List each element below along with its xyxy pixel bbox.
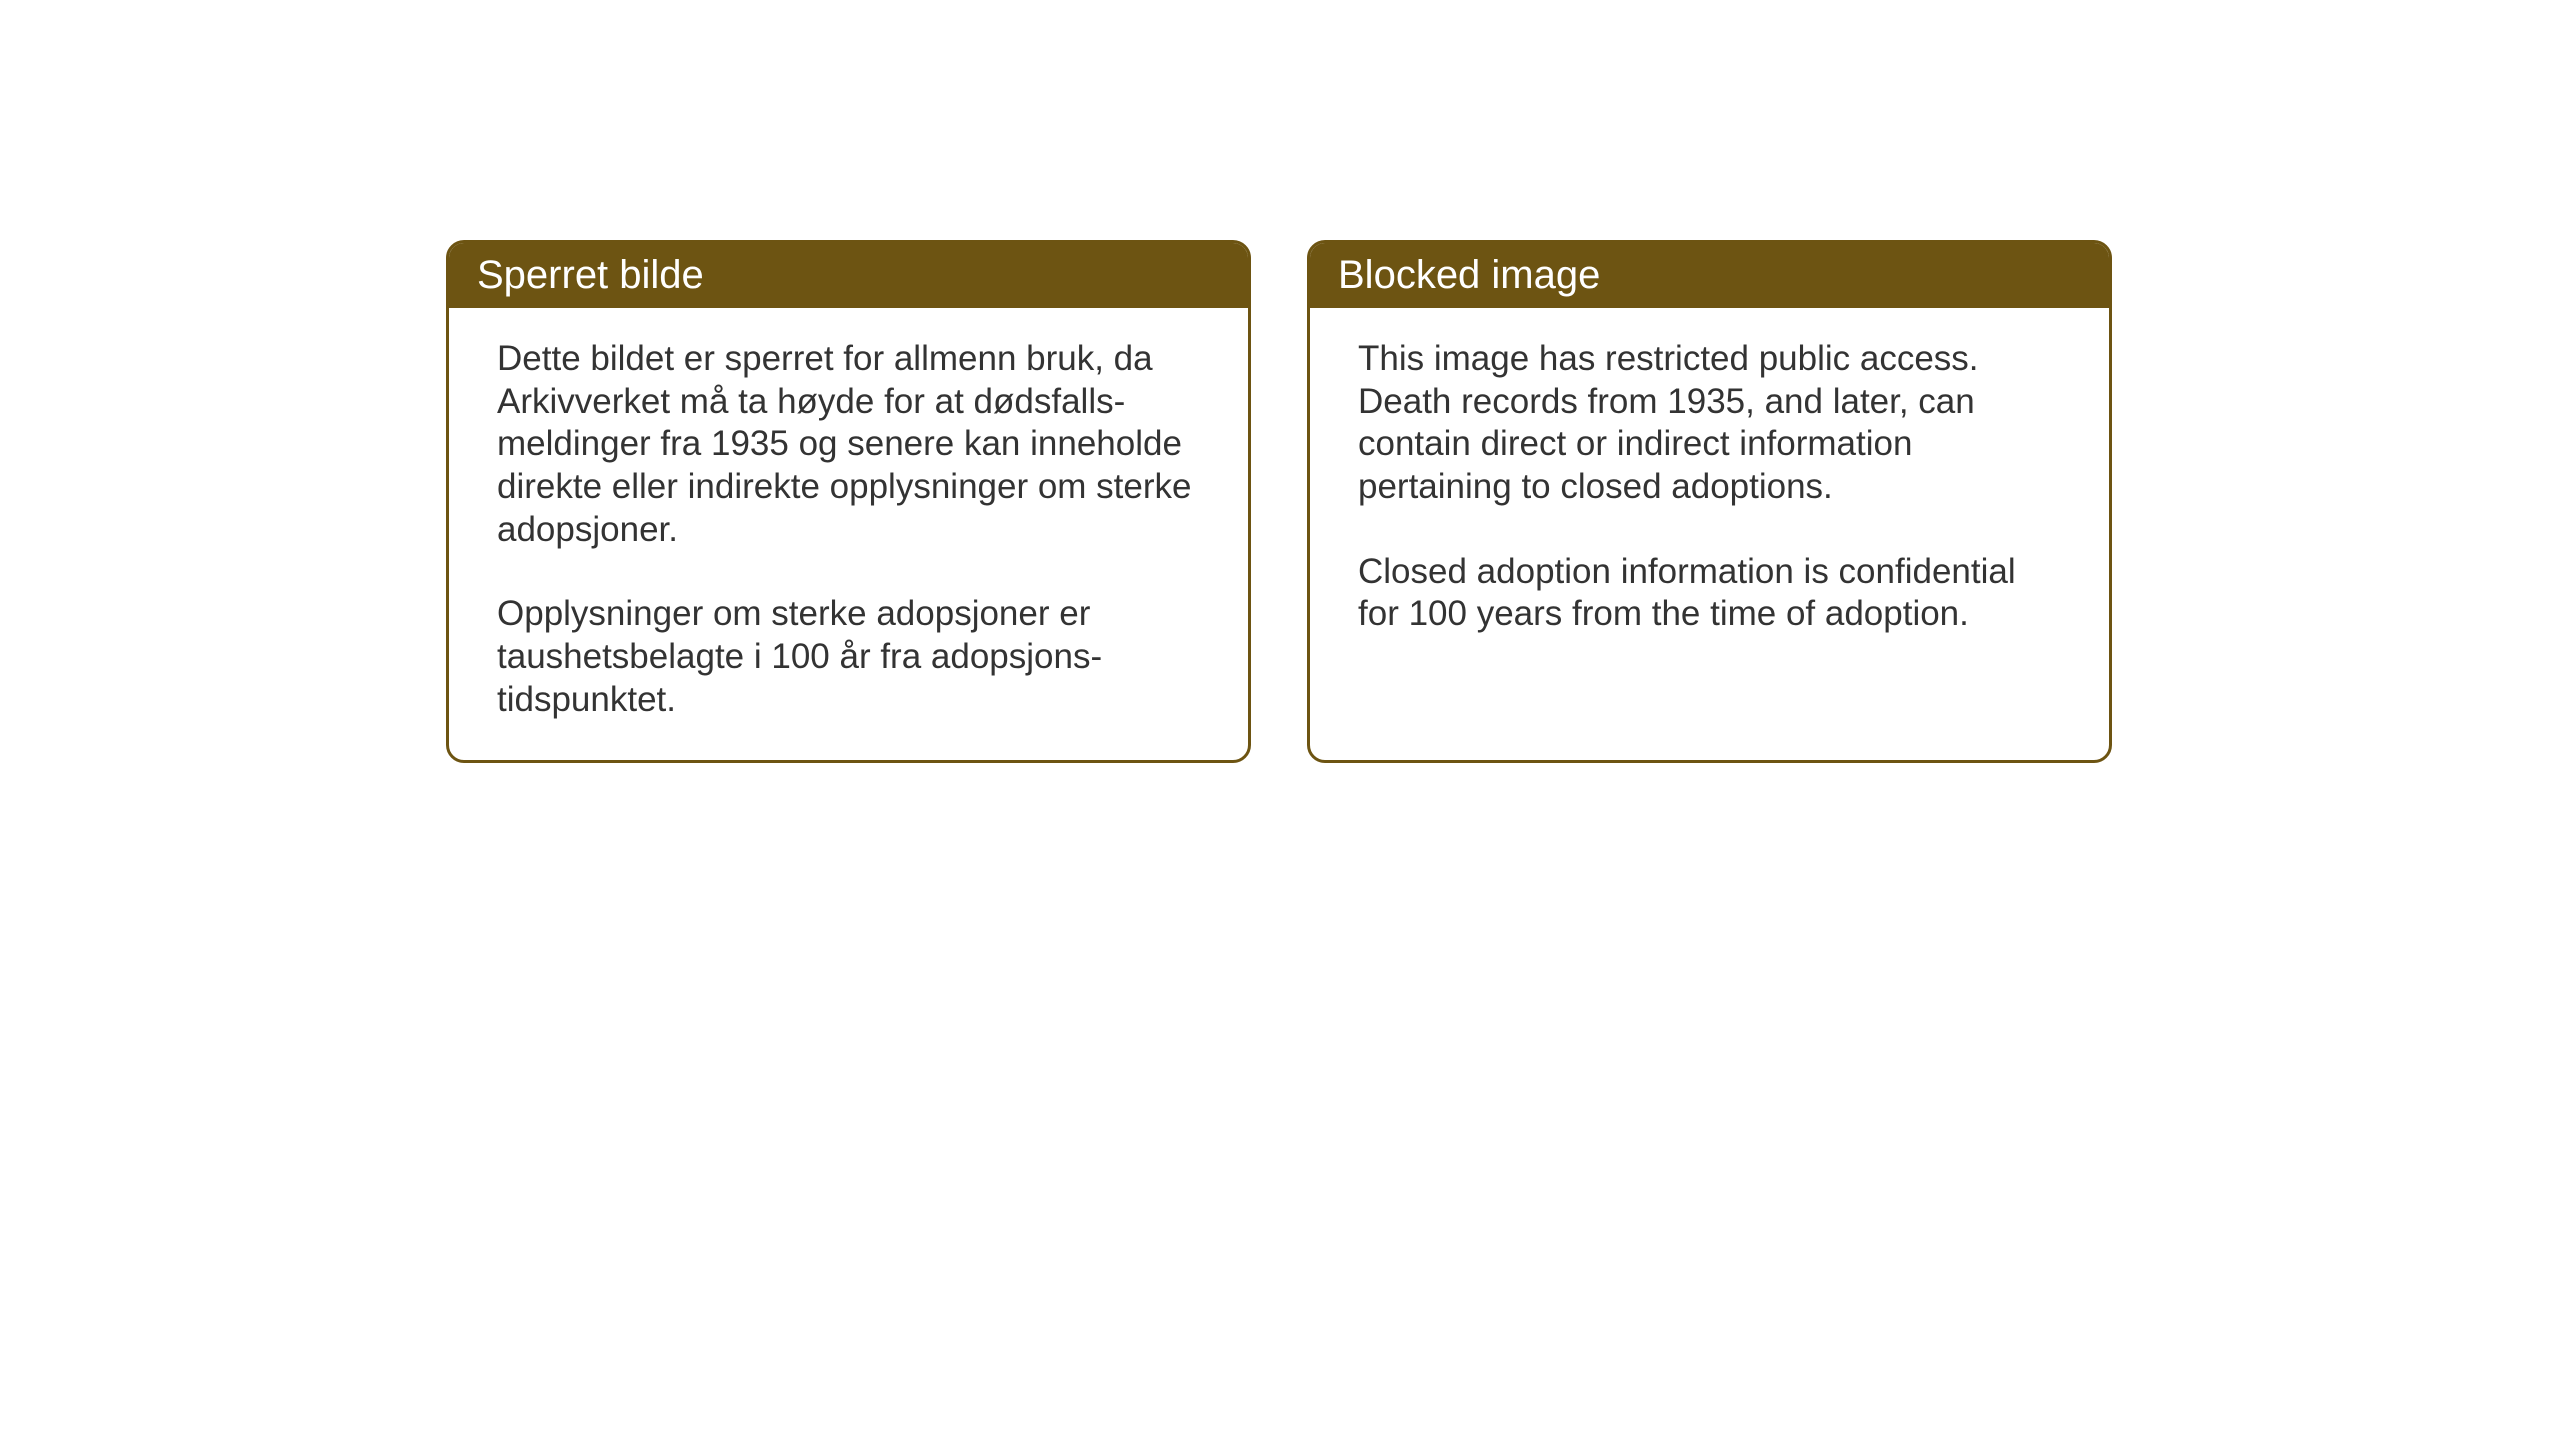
norwegian-card-title: Sperret bilde xyxy=(449,243,1248,308)
norwegian-card-body: Dette bildet er sperret for allmenn bruk… xyxy=(449,308,1248,760)
english-paragraph-1: This image has restricted public access.… xyxy=(1358,338,2061,509)
norwegian-paragraph-2: Opplysninger om sterke adopsjoner er tau… xyxy=(497,593,1200,721)
english-card-title: Blocked image xyxy=(1310,243,2109,308)
english-card-body: This image has restricted public access.… xyxy=(1310,308,2109,674)
norwegian-paragraph-1: Dette bildet er sperret for allmenn bruk… xyxy=(497,338,1200,551)
english-paragraph-2: Closed adoption information is confident… xyxy=(1358,551,2061,636)
english-info-card: Blocked image This image has restricted … xyxy=(1307,240,2112,763)
norwegian-info-card: Sperret bilde Dette bildet er sperret fo… xyxy=(446,240,1251,763)
info-cards-container: Sperret bilde Dette bildet er sperret fo… xyxy=(446,240,2112,763)
